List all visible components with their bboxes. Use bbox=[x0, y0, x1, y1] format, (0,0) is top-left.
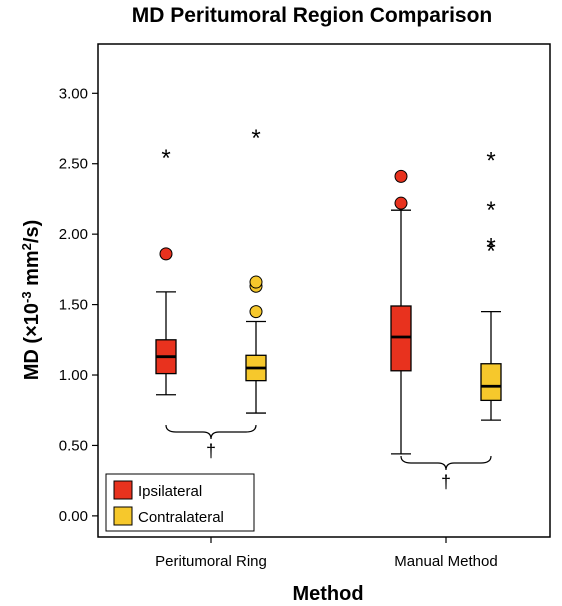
legend-label-ipsilateral: Ipsilateral bbox=[138, 483, 202, 500]
significance-brace bbox=[165, 424, 257, 440]
box-contralateral-0: * bbox=[245, 125, 267, 414]
significance-dagger: † bbox=[206, 441, 216, 461]
iqr-box bbox=[480, 363, 502, 402]
y-tick-label: 2.50 bbox=[59, 156, 88, 173]
y-tick-label: 2.00 bbox=[59, 226, 88, 243]
y-axis: 0.00 0.50 1.00 1.50 2.00 2.50 3.00 bbox=[59, 85, 98, 525]
x-axis-title: Method bbox=[292, 583, 363, 605]
chart-title: MD Peritumoral Region Comparison bbox=[132, 4, 493, 27]
outlier-point bbox=[249, 305, 263, 319]
box-contralateral-1: **** bbox=[480, 148, 502, 421]
extreme-point: * bbox=[251, 125, 260, 152]
legend: Ipsilateral Contralateral bbox=[105, 473, 255, 532]
x-category-label: Peritumoral Ring bbox=[155, 553, 267, 570]
iqr-box bbox=[390, 305, 412, 372]
plot-frame bbox=[97, 43, 551, 538]
extreme-point: * bbox=[486, 238, 495, 265]
y-tick-label: 1.50 bbox=[59, 297, 88, 314]
significance-dagger: † bbox=[441, 472, 451, 492]
x-axis: Peritumoral Ring Manual Method bbox=[155, 537, 498, 570]
extreme-point: * bbox=[161, 145, 170, 172]
extreme-point: * bbox=[486, 148, 495, 175]
outlier-point bbox=[394, 169, 408, 183]
extreme-point: * bbox=[486, 197, 495, 224]
y-axis-title: MD (×10-3 mm2/s) bbox=[19, 220, 44, 381]
outlier-point bbox=[249, 275, 263, 289]
y-tick-label: 1.00 bbox=[59, 367, 88, 384]
box-ipsilateral-0: * bbox=[155, 145, 177, 396]
box-series: ****** bbox=[155, 125, 502, 455]
x-category-label: Manual Method bbox=[394, 553, 497, 570]
legend-swatch-contralateral bbox=[113, 506, 133, 526]
y-tick-label: 3.00 bbox=[59, 85, 88, 102]
extreme-point: * bbox=[486, 234, 495, 261]
significance-brace bbox=[400, 455, 492, 471]
outlier-point bbox=[159, 247, 173, 261]
annotations: †† bbox=[165, 424, 492, 492]
box-ipsilateral-1 bbox=[390, 169, 412, 455]
outlier-point bbox=[394, 196, 408, 210]
y-tick-label: 0.00 bbox=[59, 508, 88, 525]
legend-swatch-ipsilateral bbox=[113, 480, 133, 500]
y-tick-label: 0.50 bbox=[59, 437, 88, 454]
legend-label-contralateral: Contralateral bbox=[138, 509, 224, 526]
